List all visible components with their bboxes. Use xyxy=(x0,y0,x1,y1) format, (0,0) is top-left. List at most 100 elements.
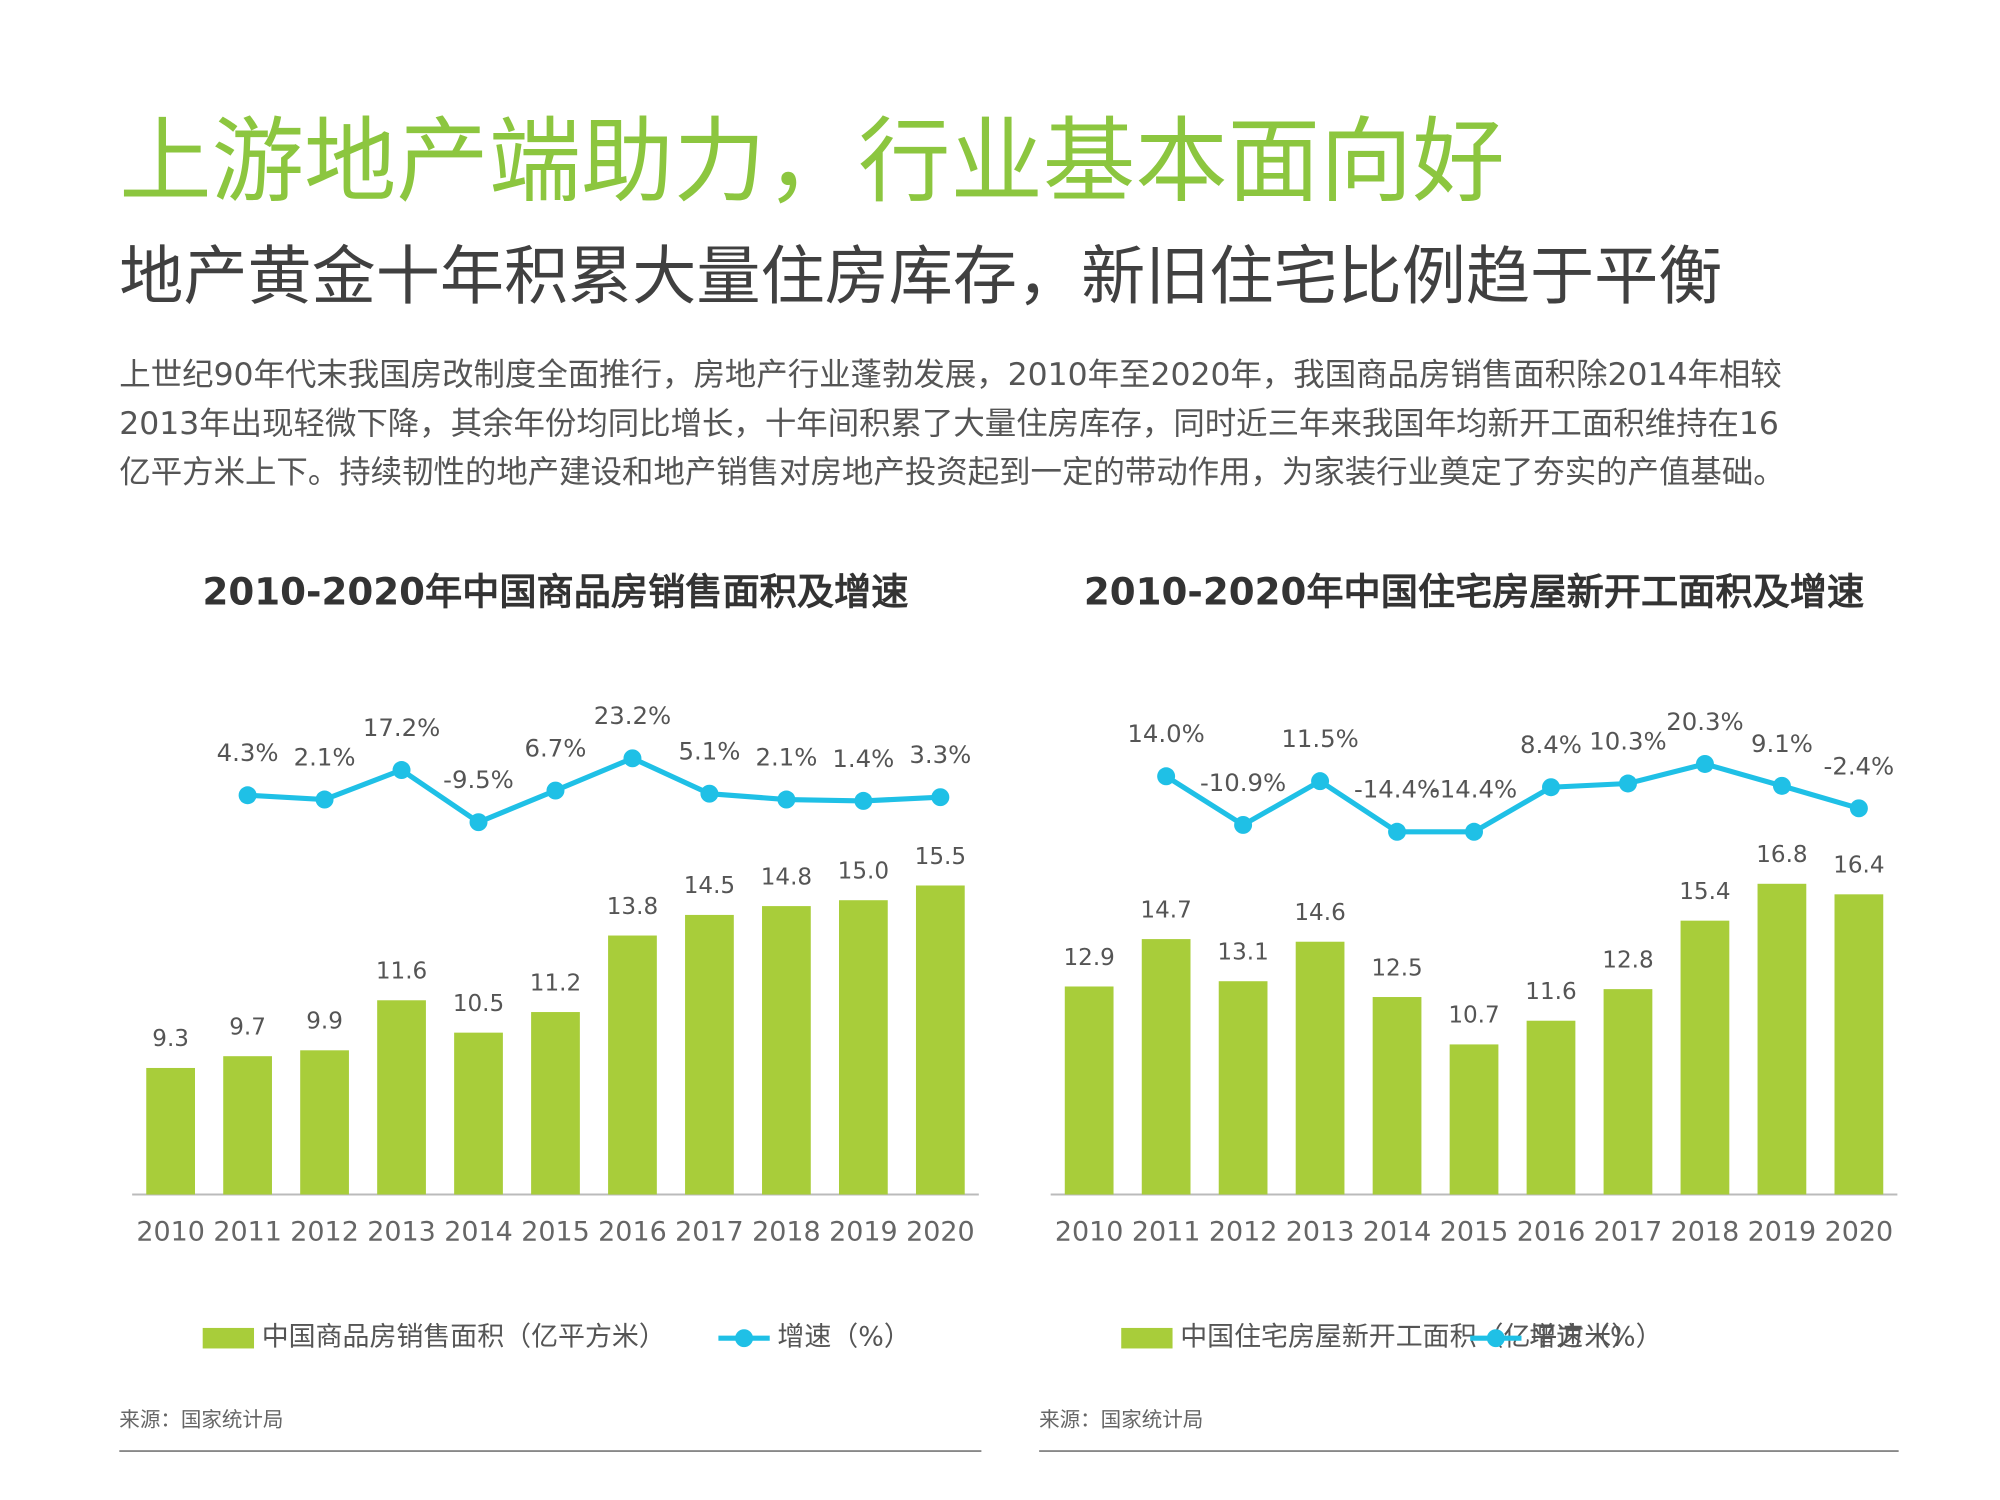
data-label: 14.6 xyxy=(1294,900,1345,926)
data-label: 11.5% xyxy=(1281,724,1358,753)
x-tick-label: 2015 xyxy=(1440,1217,1509,1248)
data-label: -14.4% xyxy=(1431,775,1517,804)
line-point xyxy=(1311,772,1330,791)
line-point xyxy=(392,761,411,780)
data-label: 15.5 xyxy=(915,844,966,870)
bar xyxy=(1603,989,1653,1195)
line-point xyxy=(931,788,950,807)
data-label: 16.8 xyxy=(1756,842,1807,868)
bar xyxy=(1141,939,1191,1195)
legend-label: 增速（%） xyxy=(777,1322,910,1353)
data-label: 10.3% xyxy=(1589,726,1666,755)
page-title: 上游地产端助力，行业基本面向好 xyxy=(119,108,1504,216)
bar xyxy=(454,1032,503,1195)
line-point xyxy=(1157,767,1176,786)
bar xyxy=(1526,1020,1576,1195)
bar xyxy=(1757,883,1807,1195)
bar xyxy=(685,914,734,1195)
data-label: 11.6 xyxy=(1525,979,1576,1005)
data-label: 15.0 xyxy=(838,858,889,884)
page-subtitle: 地产黄金十年积累大量住房库存，新旧住宅比例趋于平衡 xyxy=(119,240,1722,315)
data-label: 9.1% xyxy=(1751,729,1813,758)
data-label: -14.4% xyxy=(1354,775,1440,804)
data-label: 17.2% xyxy=(363,713,440,742)
x-tick-label: 2011 xyxy=(213,1217,282,1248)
data-label: 9.3 xyxy=(152,1026,189,1052)
x-tick-label: 2018 xyxy=(1671,1217,1740,1248)
data-label: 14.5 xyxy=(684,873,735,899)
data-label: -9.5% xyxy=(443,765,514,794)
data-label: 23.2% xyxy=(594,701,671,730)
bar xyxy=(915,885,965,1195)
x-tick-label: 2019 xyxy=(1748,1217,1817,1248)
x-tick-label: 2020 xyxy=(906,1217,975,1248)
data-label: 11.6 xyxy=(376,959,427,985)
data-label: 9.9 xyxy=(306,1009,343,1035)
data-label: 2.1% xyxy=(294,742,356,771)
legend-swatch xyxy=(1121,1327,1173,1349)
legend-swatch xyxy=(202,1327,255,1349)
x-tick-label: 2015 xyxy=(521,1217,590,1248)
line-point xyxy=(1849,799,1868,818)
bar xyxy=(838,900,888,1195)
line-point xyxy=(1465,822,1484,841)
line-series xyxy=(1164,761,1860,835)
line-point xyxy=(623,749,642,768)
bar xyxy=(1834,894,1884,1195)
bar xyxy=(531,1012,580,1195)
data-label: 13.1 xyxy=(1217,939,1268,965)
x-tick-label: 2017 xyxy=(1594,1217,1663,1248)
legend-label: 中国商品房销售面积（亿平方米） xyxy=(262,1322,666,1353)
line-point xyxy=(315,790,334,809)
bar xyxy=(1218,981,1268,1195)
body-text: 2013年出现轻微下降，其余年份均同比增长，十年间积累了大量住房库存，同时近三年… xyxy=(119,406,1779,442)
bar xyxy=(146,1067,195,1195)
data-label: 12.9 xyxy=(1063,945,1114,971)
data-label: 6.7% xyxy=(525,733,587,762)
line-point xyxy=(1618,774,1637,793)
x-tick-label: 2011 xyxy=(1132,1217,1201,1248)
x-tick-label: 2017 xyxy=(675,1217,744,1248)
legend-marker xyxy=(1486,1329,1505,1348)
data-label: 16.4 xyxy=(1833,853,1884,879)
line-point xyxy=(1695,754,1714,773)
line-point xyxy=(1772,776,1791,795)
x-tick-label: 2016 xyxy=(1517,1217,1586,1248)
bar xyxy=(300,1050,349,1195)
data-label: 11.2 xyxy=(530,970,581,996)
data-label: 2.1% xyxy=(755,742,817,771)
data-label: -10.9% xyxy=(1200,768,1286,797)
data-label: 10.7 xyxy=(1448,1003,1499,1029)
source-note: 来源：国家统计局 xyxy=(1039,1407,1203,1431)
line-point xyxy=(546,781,565,800)
x-tick-label: 2013 xyxy=(367,1217,436,1248)
line-point xyxy=(777,790,796,809)
x-tick-label: 2014 xyxy=(1363,1217,1432,1248)
bar xyxy=(762,906,811,1195)
data-label: 3.3% xyxy=(909,740,971,769)
x-tick-label: 2012 xyxy=(1209,1217,1278,1248)
line-point xyxy=(238,786,257,805)
data-label: 12.5 xyxy=(1371,955,1422,981)
x-tick-label: 2016 xyxy=(598,1217,667,1248)
x-tick-label: 2014 xyxy=(444,1217,513,1248)
line-series xyxy=(247,755,941,826)
x-tick-label: 2018 xyxy=(752,1217,821,1248)
bar xyxy=(223,1056,272,1195)
x-tick-label: 2010 xyxy=(136,1217,205,1248)
data-label: 5.1% xyxy=(678,737,740,766)
source-note: 来源：国家统计局 xyxy=(119,1407,283,1431)
legend-marker xyxy=(735,1329,754,1348)
data-label: 13.8 xyxy=(607,894,658,920)
x-tick-label: 2013 xyxy=(1286,1217,1355,1248)
bar xyxy=(1372,997,1422,1195)
line-point xyxy=(1234,815,1253,834)
line-point xyxy=(469,813,488,832)
data-label: 14.0% xyxy=(1127,719,1204,748)
x-tick-label: 2012 xyxy=(290,1217,359,1248)
data-label: 14.8 xyxy=(761,864,812,890)
x-tick-label: 2020 xyxy=(1825,1217,1894,1248)
x-tick-label: 2010 xyxy=(1055,1217,1124,1248)
data-label: 4.3% xyxy=(217,738,279,767)
